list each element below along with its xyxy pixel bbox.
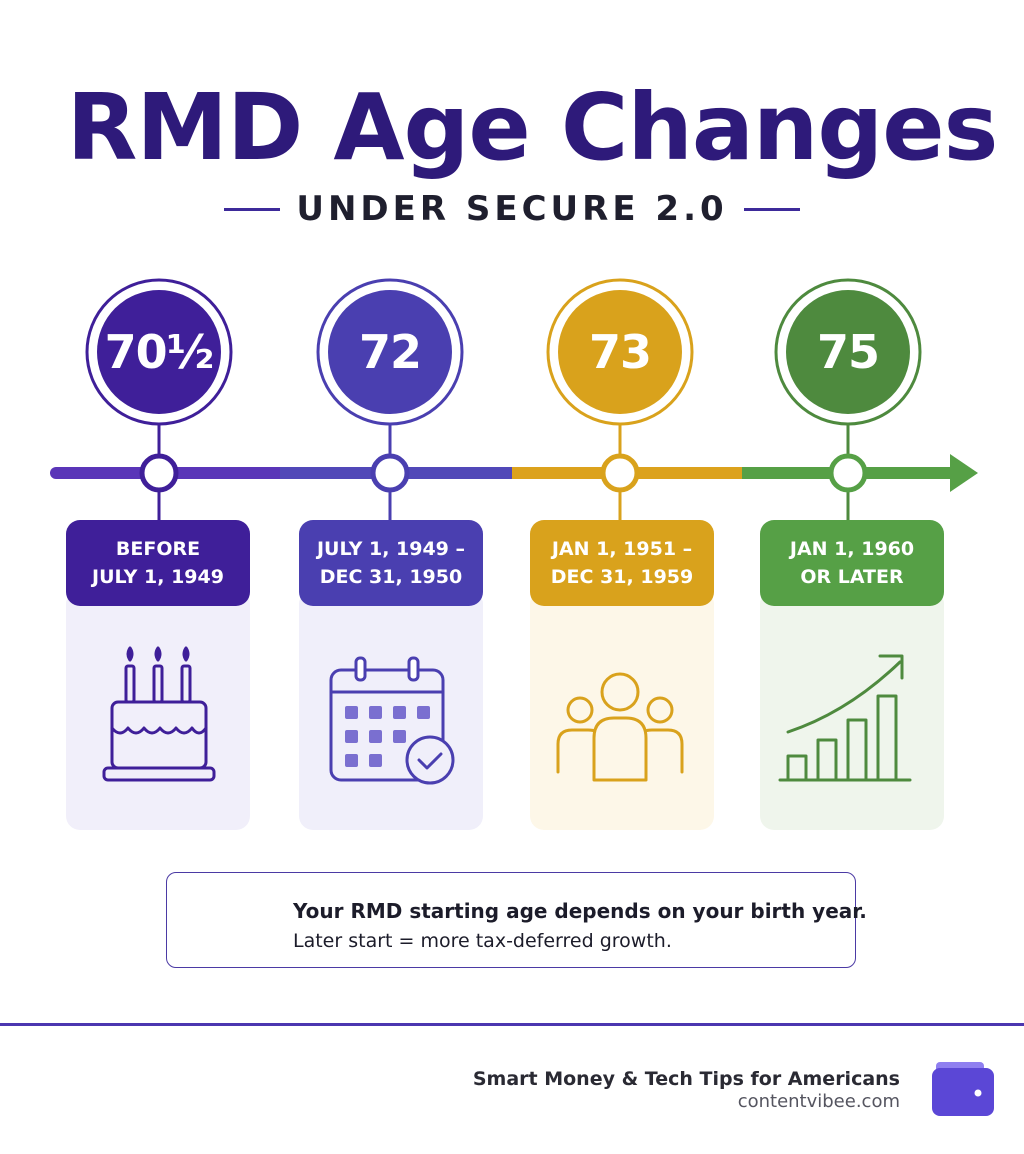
- summary-line-1: Your RMD starting age depends on your bi…: [293, 899, 867, 923]
- age-label-4: 75: [816, 325, 880, 379]
- date-range-4: JAN 1, 1960 OR LATER: [760, 520, 944, 606]
- subtitle-rule-left: [224, 207, 281, 211]
- footer-divider: [0, 1023, 1024, 1026]
- milestone-dot-2: [370, 453, 410, 493]
- footer-tagline: Smart Money & Tech Tips for Americans: [472, 1068, 900, 1090]
- age-circle-1: [85, 278, 233, 426]
- calendar-check-icon: [329, 656, 455, 785]
- subtitle-row: UNDER SECURE 2.0: [0, 186, 1024, 232]
- date-range-1: BEFORE JULY 1, 1949: [66, 520, 250, 606]
- milestone-dot-4: [828, 453, 868, 493]
- summary-note: Your RMD starting age depends on your bi…: [166, 872, 867, 968]
- milestone-dot-1: [139, 453, 179, 493]
- age-label-3: 73: [588, 325, 652, 379]
- age-circle-2: [316, 278, 464, 426]
- subtitle-rule-right: [743, 207, 800, 211]
- date-range-3: JAN 1, 1951 – DEC 31, 1959: [530, 520, 714, 606]
- page-title: RMD Age Changes: [66, 74, 999, 181]
- age-circle-4: [774, 278, 922, 426]
- page-subtitle: UNDER SECURE 2.0: [296, 189, 728, 229]
- age-label-1: 70½: [104, 325, 215, 379]
- age-label-2: 72: [358, 325, 422, 379]
- age-circle-3: [546, 278, 694, 426]
- summary-line-2: Later start = more tax-deferred growth.: [293, 930, 672, 952]
- birthday-cake-icon: [102, 646, 216, 782]
- card-bg-1: [66, 590, 250, 830]
- wallet-icon: [932, 1062, 994, 1116]
- date-range-2: JULY 1, 1949 – DEC 31, 1950: [299, 520, 483, 606]
- group-of-people-icon: [556, 672, 684, 782]
- growth-chart-icon: [778, 654, 912, 782]
- milestone-dot-3: [600, 453, 640, 493]
- card-bg-4: [760, 590, 944, 830]
- footer-site: contentvibee.com: [737, 1091, 900, 1112]
- timeline-arrowhead: [950, 454, 978, 492]
